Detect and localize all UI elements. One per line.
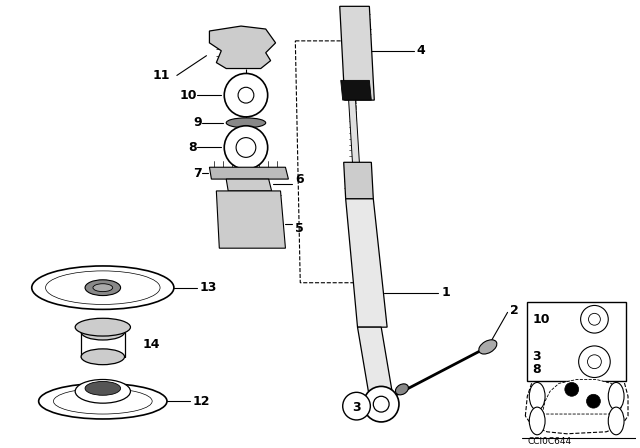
Polygon shape bbox=[542, 379, 622, 414]
Ellipse shape bbox=[529, 407, 545, 435]
Ellipse shape bbox=[226, 118, 266, 128]
Polygon shape bbox=[340, 6, 374, 100]
Polygon shape bbox=[209, 26, 276, 69]
Text: 13: 13 bbox=[200, 281, 217, 294]
Ellipse shape bbox=[54, 388, 152, 414]
Ellipse shape bbox=[75, 318, 131, 336]
Ellipse shape bbox=[479, 340, 497, 354]
Circle shape bbox=[580, 306, 608, 333]
Polygon shape bbox=[295, 41, 360, 283]
Text: 7: 7 bbox=[193, 167, 202, 180]
Circle shape bbox=[224, 126, 268, 169]
Ellipse shape bbox=[85, 280, 120, 296]
Text: 10: 10 bbox=[532, 313, 550, 326]
Text: 14: 14 bbox=[142, 338, 160, 351]
Circle shape bbox=[589, 313, 600, 325]
Polygon shape bbox=[209, 167, 289, 179]
Polygon shape bbox=[525, 363, 628, 434]
Text: 12: 12 bbox=[193, 395, 210, 408]
Circle shape bbox=[373, 396, 389, 412]
Circle shape bbox=[342, 392, 371, 420]
Ellipse shape bbox=[396, 384, 408, 395]
Text: 2: 2 bbox=[509, 304, 518, 317]
Text: CCI0C644: CCI0C644 bbox=[527, 437, 572, 446]
Circle shape bbox=[224, 73, 268, 117]
Text: 3: 3 bbox=[352, 401, 361, 414]
Polygon shape bbox=[344, 162, 373, 199]
Text: 1: 1 bbox=[442, 286, 450, 299]
Text: 8: 8 bbox=[188, 141, 196, 154]
Polygon shape bbox=[346, 199, 387, 327]
Ellipse shape bbox=[45, 271, 160, 305]
Polygon shape bbox=[349, 100, 360, 164]
Ellipse shape bbox=[38, 383, 167, 419]
Text: 4: 4 bbox=[417, 44, 426, 57]
Circle shape bbox=[586, 394, 600, 408]
Circle shape bbox=[236, 138, 256, 157]
Ellipse shape bbox=[93, 284, 113, 292]
Text: 10: 10 bbox=[179, 89, 196, 102]
Ellipse shape bbox=[75, 379, 131, 403]
Polygon shape bbox=[226, 179, 271, 191]
Ellipse shape bbox=[608, 383, 624, 410]
Polygon shape bbox=[340, 80, 371, 100]
Circle shape bbox=[588, 355, 602, 369]
Text: 5: 5 bbox=[295, 222, 304, 235]
Polygon shape bbox=[358, 327, 392, 392]
Text: 8: 8 bbox=[532, 363, 541, 376]
Ellipse shape bbox=[529, 383, 545, 410]
Ellipse shape bbox=[85, 381, 120, 395]
Circle shape bbox=[364, 386, 399, 422]
Circle shape bbox=[565, 383, 579, 396]
Circle shape bbox=[238, 87, 254, 103]
Text: 9: 9 bbox=[193, 116, 202, 129]
Ellipse shape bbox=[81, 324, 125, 340]
Ellipse shape bbox=[32, 266, 174, 310]
Text: 3: 3 bbox=[532, 350, 541, 363]
Circle shape bbox=[579, 346, 610, 378]
Bar bbox=[527, 302, 626, 381]
Ellipse shape bbox=[608, 407, 624, 435]
Text: 11: 11 bbox=[152, 69, 170, 82]
Polygon shape bbox=[216, 191, 285, 248]
Text: 6: 6 bbox=[295, 172, 304, 185]
Ellipse shape bbox=[81, 349, 125, 365]
